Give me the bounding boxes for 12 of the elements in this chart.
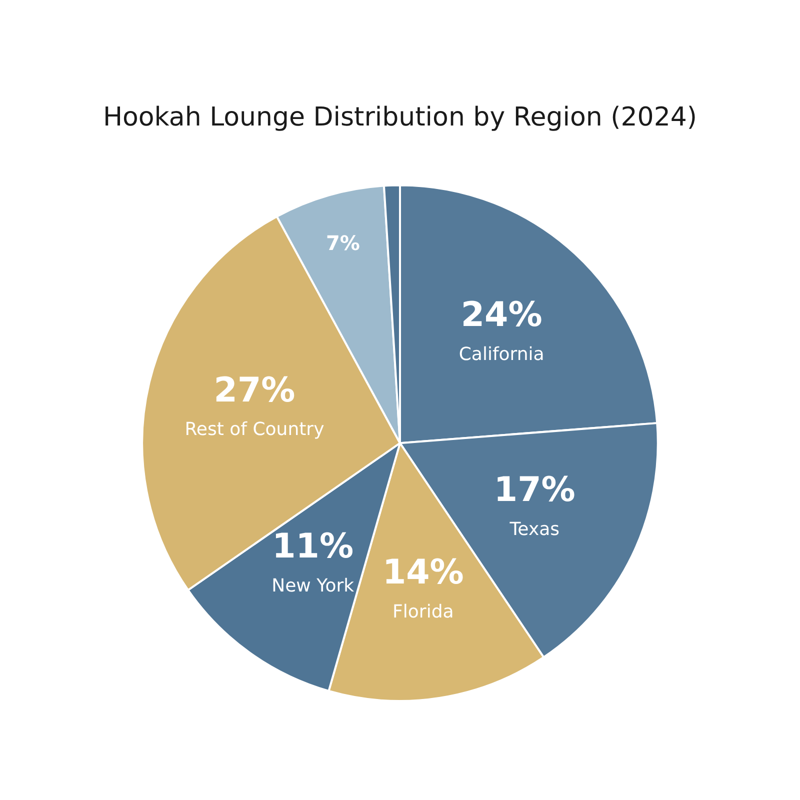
data-label: 14% [382,552,464,593]
slice-label: Texas [508,518,560,540]
data-label: 11% [272,526,354,566]
slice-label: Rest of Country [184,419,325,440]
data-label: 7% [326,231,360,256]
slice-label: California [458,344,544,365]
slice-label: New York [272,575,355,596]
data-label: 24% [460,295,542,336]
data-label: 27% [214,370,296,410]
chart-title: Hookah Lounge Distribution by Region (2024) [102,102,698,132]
slice-label: Florida [392,602,454,623]
data-label: 17% [494,470,576,510]
